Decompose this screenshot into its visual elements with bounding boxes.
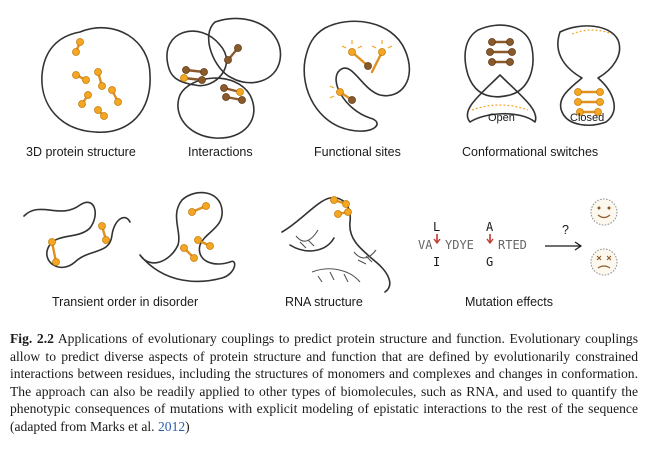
label-interactions: Interactions — [188, 145, 253, 159]
label-open: Open — [488, 112, 515, 124]
panel-mutation-effects: L A VA YDYE RTED I G ? — [418, 198, 618, 276]
label-protein-structure: 3D protein structure — [26, 145, 136, 159]
citation-year-link[interactable]: 2012 — [157, 418, 186, 434]
panel-rna-structure — [281, 196, 391, 293]
panel-interactions — [166, 17, 282, 139]
caption-close: ) — [185, 418, 190, 434]
label-closed: Closed — [570, 112, 604, 124]
mutation-bottom-right: G — [486, 255, 493, 269]
label-rna-structure: RNA structure — [285, 295, 363, 309]
happy-cell-icon — [590, 198, 618, 226]
mutation-bottom-left: I — [433, 255, 440, 269]
caption-label: Fig. 2.2 — [10, 331, 54, 346]
mutation-seq-c: RTED — [498, 238, 527, 252]
label-functional-sites: Functional sites — [314, 145, 401, 159]
mutation-question: ? — [562, 223, 569, 237]
figure-caption: Fig. 2.2 Applications of evolutionary co… — [10, 330, 638, 436]
sad-cell-icon — [590, 248, 618, 276]
panel-protein-structure — [41, 26, 151, 133]
label-mutation-effects: Mutation effects — [465, 295, 553, 309]
label-transient-order: Transient order in disorder — [52, 295, 198, 309]
panel-functional-sites — [303, 20, 411, 132]
mutation-top-right: A — [486, 220, 494, 234]
label-conformational-switches: Conformational switches — [462, 145, 598, 159]
panel-transient-order — [23, 191, 236, 283]
mutation-seq-a: VA — [418, 238, 433, 252]
mutation-top-left: L — [433, 220, 440, 234]
caption-text: Applications of evolutionary couplings t… — [10, 331, 638, 434]
mutation-seq-b: YDYE — [445, 238, 474, 252]
panel-conformational-switches — [464, 24, 621, 126]
